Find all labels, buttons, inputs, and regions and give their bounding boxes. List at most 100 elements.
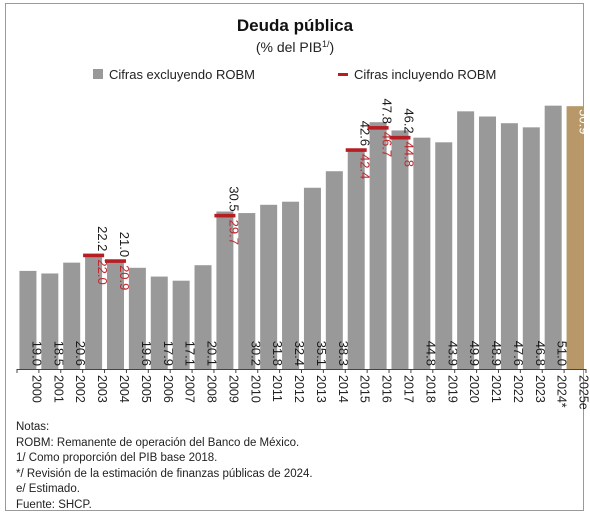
bar-2004 [106, 260, 124, 369]
robm-marker-2015 [345, 148, 367, 152]
x-tick-label: 2010 [248, 375, 262, 403]
x-tick-label: 2002 [73, 375, 87, 403]
bar-2011 [260, 204, 278, 369]
bar-label-2006: 17.9 [161, 341, 176, 366]
bar-2023 [522, 127, 540, 369]
bar-2012 [282, 201, 300, 369]
bar-label-2002: 20.6 [73, 341, 88, 366]
bar-2018 [413, 137, 431, 369]
subtitle-main: (% del PIB [256, 39, 322, 55]
bar-label-2000: 19.0 [29, 341, 44, 366]
x-tick-label: 2000 [29, 375, 43, 403]
bar-label-2016: 47.8 [380, 99, 395, 124]
x-tick-label: 2014 [336, 375, 350, 403]
x-tick-label: 2005 [139, 375, 153, 403]
chart-title: Deuda pública [237, 16, 354, 35]
x-tick-label: 2021 [489, 375, 503, 403]
x-tick-label: 2006 [161, 375, 175, 403]
bar-2000 [19, 270, 37, 369]
bar-label-2019: 43.9 [445, 341, 460, 366]
bar-2003 [85, 254, 103, 369]
bar-2019 [435, 142, 453, 369]
bar-2014 [325, 171, 343, 369]
bar-label-2012: 32.4 [292, 341, 307, 366]
bar-label-2014: 38.3 [336, 341, 351, 366]
x-tick-label: 2024* [555, 375, 569, 408]
bar-label-2022: 47.6 [511, 341, 526, 366]
bar-2005 [128, 267, 146, 369]
robm-marker-2009 [214, 213, 236, 218]
bar-2016 [369, 122, 387, 369]
debt-chart: Deuda pública (% del PIB1/) Cifras exclu… [16, 16, 590, 410]
robm-marker-2017 [389, 135, 411, 140]
bar-label-2005: 19.6 [139, 341, 154, 366]
x-tick-label: 2017 [401, 375, 415, 403]
bar-label-2001: 18.5 [51, 341, 66, 366]
note-line: Fuente: SHCP. [16, 498, 92, 511]
x-tick-label: 2013 [314, 375, 328, 403]
note-line: e/ Estimado. [16, 483, 80, 496]
x-tick-label: 2009 [226, 375, 240, 403]
bar-label-2003: 22.2 [95, 226, 110, 251]
bar-2001 [41, 273, 59, 369]
robm-label-2015: 42.4 [358, 154, 373, 179]
x-tick-label: 2011 [270, 375, 284, 402]
bar-2006 [150, 276, 168, 369]
bar-label-2025e: 50.9 [577, 109, 590, 134]
note-line: */ Revisión de la estimación de finanzas… [16, 467, 313, 480]
bar-label-2023: 46.8 [533, 341, 548, 366]
bar-label-2007: 17.1 [183, 341, 198, 366]
bar-2013 [303, 187, 321, 369]
bar-label-2024*: 51.0 [555, 341, 570, 366]
bar-2007 [172, 280, 190, 369]
bar-label-2008: 20.1 [205, 341, 220, 366]
bar-label-2009: 30.5 [226, 186, 241, 211]
bar-2021 [479, 116, 497, 369]
bar-2002 [63, 262, 81, 369]
x-tick-label: 2022 [511, 375, 525, 403]
legend-label-including: Cifras incluyendo ROBM [354, 67, 496, 82]
x-tick-label: 2004 [117, 375, 131, 403]
legend-swatch-including [338, 73, 348, 76]
bar-2022 [500, 123, 518, 369]
subtitle-sup: 1/ [322, 39, 330, 49]
bar-2024* [544, 105, 562, 370]
x-tick-label: 2025e [577, 375, 590, 410]
robm-label-2003: 22.0 [95, 259, 110, 284]
bar-label-2011: 31.8 [270, 341, 285, 366]
bar-label-2017: 46.2 [401, 108, 416, 133]
x-tick-label: 2018 [423, 375, 437, 403]
x-tick-label: 2019 [445, 375, 459, 403]
bar-2020 [457, 111, 475, 370]
x-tick-label: 2020 [467, 375, 481, 403]
bar-label-2013: 35.1 [314, 341, 329, 366]
x-tick-label: 2008 [205, 375, 219, 403]
robm-marker-2003 [83, 253, 105, 258]
bar-2009 [216, 211, 234, 369]
bar-2025e [566, 106, 584, 370]
note-line: Notas: [16, 421, 50, 433]
robm-marker-2016 [367, 126, 389, 130]
bar-label-2018: 44.8 [423, 341, 438, 366]
x-tick-label: 2016 [380, 375, 394, 403]
x-tick-label: 2007 [183, 375, 197, 403]
x-tick-label: 2023 [533, 375, 547, 403]
robm-label-2009: 29.7 [226, 220, 241, 245]
robm-label-2004: 20.9 [117, 265, 132, 290]
bars-group: 19.0 18.5 20.6 22.2 22.0 21.0 20.9 19.6 17.9 17.1… [19, 99, 590, 370]
x-tick-label: 2003 [95, 375, 109, 403]
note-line: 1/ Como proporción del PIB base 2018. [16, 452, 218, 465]
robm-marker-2004 [104, 259, 126, 263]
legend-label-excluding: Cifras excluyendo ROBM [109, 67, 255, 82]
bar-2015 [347, 149, 365, 369]
bar-label-2004: 21.0 [117, 232, 132, 257]
robm-label-2017: 44.8 [401, 142, 416, 167]
subtitle-close: ) [329, 39, 334, 55]
bar-label-2010: 30.2 [248, 341, 263, 366]
chart-subtitle: (% del PIB1/) [256, 39, 334, 55]
x-tick-label: 2012 [292, 375, 306, 403]
bar-2010 [238, 213, 256, 369]
bar-2008 [194, 265, 212, 369]
legend-swatch-excluding [93, 69, 103, 79]
bar-label-2020: 49.9 [467, 341, 482, 366]
